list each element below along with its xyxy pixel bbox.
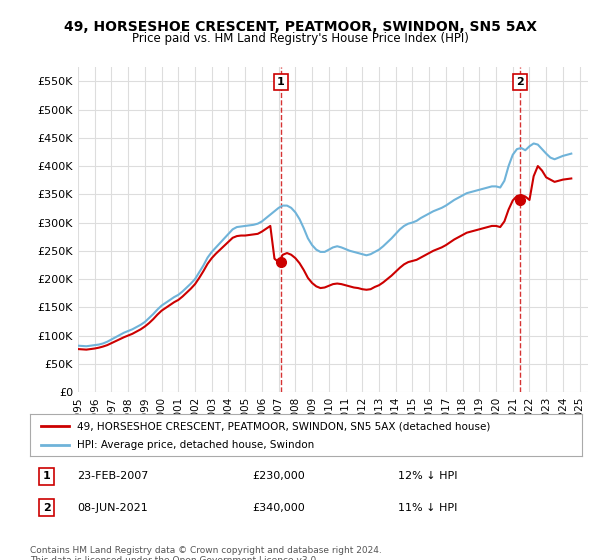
Text: 1: 1: [43, 472, 50, 482]
Text: 2: 2: [43, 503, 50, 513]
Text: 1: 1: [277, 77, 285, 87]
Text: HPI: Average price, detached house, Swindon: HPI: Average price, detached house, Swin…: [77, 440, 314, 450]
Text: 11% ↓ HPI: 11% ↓ HPI: [398, 503, 457, 513]
Text: Contains HM Land Registry data © Crown copyright and database right 2024.
This d: Contains HM Land Registry data © Crown c…: [30, 546, 382, 560]
Text: 2: 2: [516, 77, 524, 87]
Text: £230,000: £230,000: [252, 472, 305, 482]
Text: 49, HORSESHOE CRESCENT, PEATMOOR, SWINDON, SN5 5AX (detached house): 49, HORSESHOE CRESCENT, PEATMOOR, SWINDO…: [77, 421, 490, 431]
Text: 08-JUN-2021: 08-JUN-2021: [77, 503, 148, 513]
Text: £340,000: £340,000: [252, 503, 305, 513]
Text: 23-FEB-2007: 23-FEB-2007: [77, 472, 148, 482]
Text: 49, HORSESHOE CRESCENT, PEATMOOR, SWINDON, SN5 5AX: 49, HORSESHOE CRESCENT, PEATMOOR, SWINDO…: [64, 20, 536, 34]
Text: 12% ↓ HPI: 12% ↓ HPI: [398, 472, 457, 482]
Text: Price paid vs. HM Land Registry's House Price Index (HPI): Price paid vs. HM Land Registry's House …: [131, 32, 469, 45]
